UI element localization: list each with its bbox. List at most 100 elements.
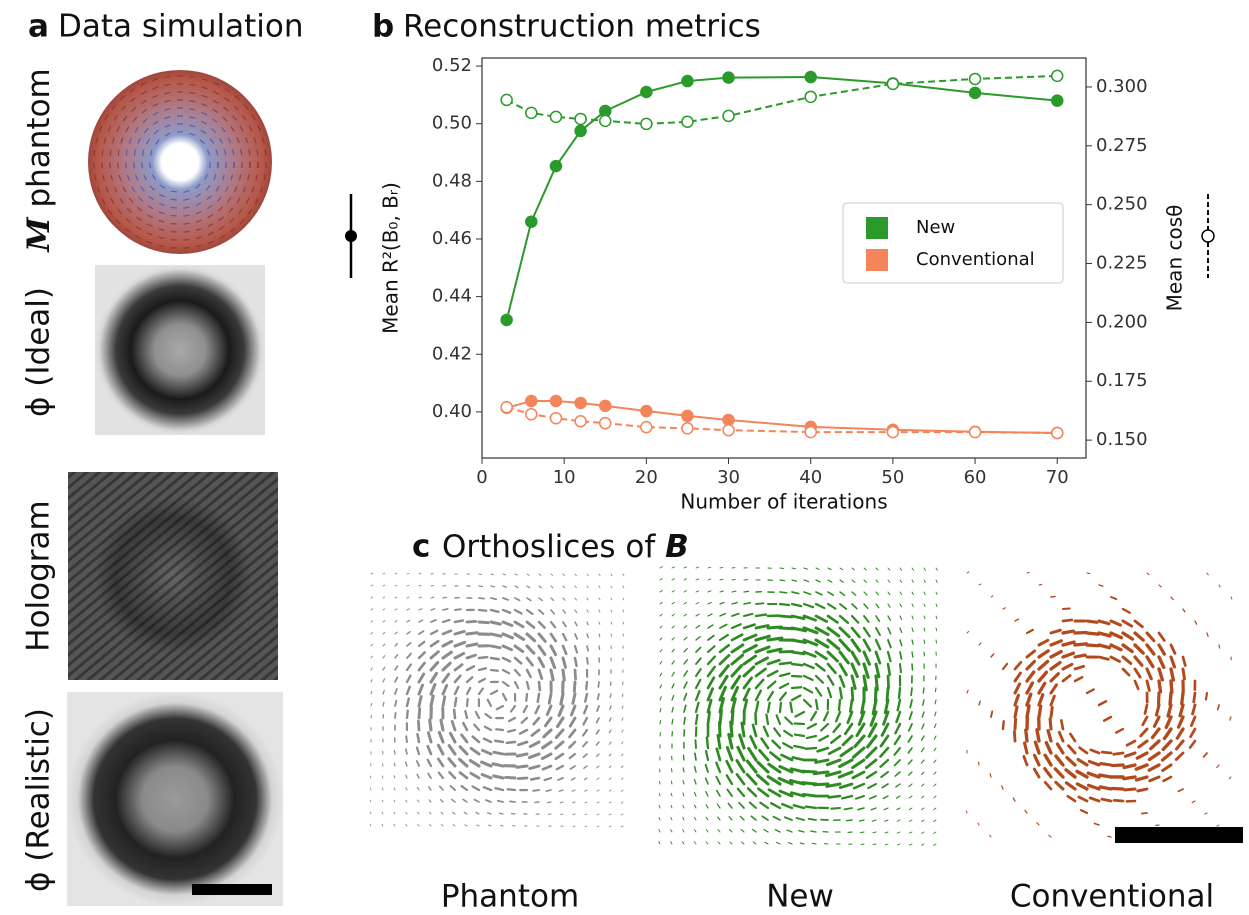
field-arrow: [1066, 783, 1075, 789]
field-arrow: [696, 637, 700, 640]
field-arrow: [479, 622, 488, 623]
field-arrow: [1015, 684, 1020, 693]
field-arrow: [1051, 652, 1061, 657]
field-arrow: [544, 730, 551, 737]
field-arrow: [708, 646, 715, 652]
field-arrow: [383, 609, 385, 610]
field-arrow: [744, 614, 752, 616]
field-arrow: [842, 796, 852, 798]
field-arrow: [853, 748, 864, 757]
panel-title: Orthoslices of B: [442, 529, 689, 565]
field-arrow: [532, 730, 539, 735]
field-arrow: [1125, 789, 1135, 790]
field-arrow: [462, 735, 467, 742]
field-arrow: [696, 648, 701, 652]
field-arrow: [1050, 719, 1051, 729]
field-arrow: [1143, 717, 1147, 725]
field-arrow: [417, 761, 419, 766]
field-arrow: [407, 632, 410, 634]
field-arrow: [622, 718, 623, 720]
field-arrow: [1171, 597, 1173, 599]
field-arrow: [659, 842, 660, 844]
field-arrow: [623, 574, 624, 576]
field-arrow: [1170, 693, 1171, 704]
field-arrow: [575, 598, 576, 600]
field-arrow: [885, 820, 888, 821]
field-arrow: [659, 805, 660, 808]
field-arrow: [936, 592, 937, 595]
field-arrow: [672, 684, 674, 688]
field-arrow: [575, 622, 577, 626]
field-arrow: [596, 742, 599, 745]
field-arrow: [1101, 764, 1111, 765]
panel-title: Data simulation: [58, 9, 303, 45]
field-arrow: [912, 568, 914, 570]
field-arrow: [1112, 765, 1123, 766]
field-arrow: [571, 706, 575, 715]
spin-arrow: [110, 162, 111, 168]
field-arrow: [395, 597, 397, 598]
field-arrow: [1025, 743, 1027, 753]
field-arrow: [431, 609, 435, 610]
field-arrow: [727, 775, 732, 784]
field-arrow: [1015, 695, 1018, 705]
field-arrow: [924, 580, 925, 582]
field-arrow: [1150, 753, 1159, 759]
field-arrow: [708, 636, 714, 640]
field-arrow: [1159, 657, 1164, 667]
field-arrow: [671, 781, 672, 784]
field-arrow: [756, 625, 768, 628]
field-arrow: [708, 667, 715, 676]
field-arrow: [727, 790, 732, 796]
field-arrow: [924, 604, 925, 607]
field-arrow: [1051, 641, 1061, 645]
field-arrow: [829, 748, 840, 754]
field-arrow: [503, 586, 506, 587]
field-arrow: [720, 567, 723, 568]
field-arrow: [428, 733, 431, 742]
field-arrow: [695, 767, 696, 772]
field-arrow: [876, 616, 879, 621]
field-arrow: [1059, 732, 1063, 741]
field-arrow: [707, 738, 708, 748]
field-arrow: [897, 832, 900, 833]
field-arrow: [882, 784, 888, 788]
field-arrow: [557, 766, 563, 769]
field-arrow: [573, 814, 575, 815]
field-arrow: [921, 748, 924, 752]
field-arrow: [587, 646, 588, 651]
field-arrow: [853, 760, 864, 768]
field-arrow: [1027, 683, 1032, 693]
field-arrow: [1163, 741, 1171, 749]
point: [682, 423, 693, 434]
point: [641, 118, 652, 129]
field-arrow: [792, 664, 802, 665]
field-arrow: [803, 794, 816, 796]
field-arrow: [696, 669, 701, 676]
field-arrow: [497, 706, 503, 709]
field-arrow: [967, 572, 969, 573]
field-arrow: [1147, 633, 1154, 641]
field-arrow: [744, 646, 756, 652]
field-arrow: [599, 622, 600, 624]
field-arrow: [485, 714, 491, 718]
field-arrow: [934, 808, 936, 810]
field-arrow: [912, 604, 913, 607]
field-arrow: [792, 687, 801, 688]
y2-tick-label: 0.225: [1096, 253, 1148, 274]
field-arrow: [1150, 777, 1159, 781]
field-arrow: [371, 680, 372, 682]
field-arrow: [443, 609, 448, 610]
field-arrow: [622, 766, 623, 767]
field-arrow: [419, 597, 421, 598]
field-arrow: [1159, 681, 1161, 692]
field-arrow: [814, 784, 828, 785]
field-arrow: [449, 759, 455, 766]
field-arrow: [1063, 620, 1072, 621]
field-arrow: [717, 791, 720, 796]
field-arrow: [909, 712, 912, 719]
field-arrow: [908, 748, 912, 753]
field-arrow: [780, 580, 785, 581]
field-arrow: [840, 616, 848, 623]
field-arrow: [804, 604, 813, 607]
